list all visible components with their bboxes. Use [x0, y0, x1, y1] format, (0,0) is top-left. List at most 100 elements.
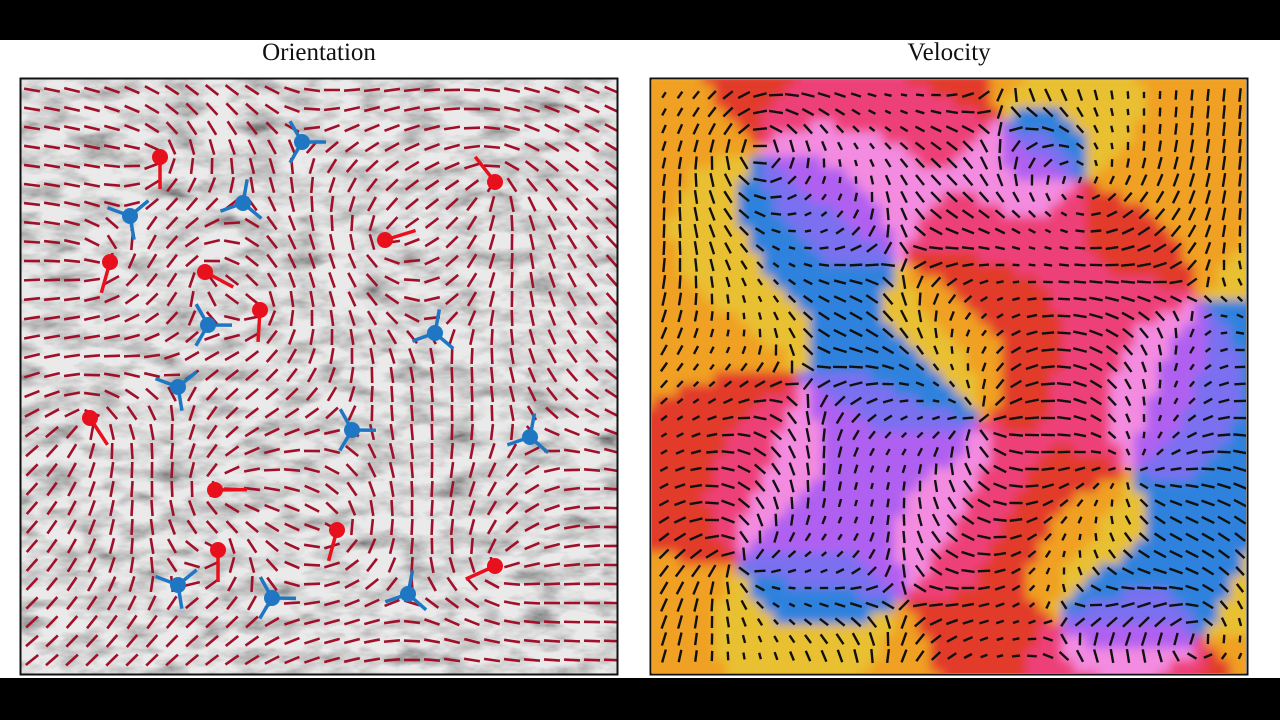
velocity-color-cell: [774, 108, 787, 121]
velocity-color-cell: [918, 384, 931, 397]
velocity-dash: [754, 569, 766, 573]
velocity-color-cell: [930, 204, 943, 217]
director-dash: [63, 105, 81, 113]
velocity-color-cell: [1086, 504, 1099, 517]
velocity-dash: [741, 617, 747, 627]
velocity-dash: [902, 514, 906, 526]
velocity-color-cell: [1050, 588, 1063, 601]
velocity-dash: [788, 278, 796, 286]
velocity-color-cell: [1014, 252, 1027, 265]
velocity-color-cell: [1026, 204, 1039, 217]
director-dash: [483, 657, 501, 663]
velocity-dash: [1107, 192, 1117, 202]
velocity-color-cell: [1218, 132, 1231, 145]
velocity-color-cell: [942, 504, 955, 517]
director-dash: [443, 107, 461, 111]
director-dash: [66, 595, 78, 611]
velocity-color-cell: [906, 408, 919, 421]
velocity-dash: [1091, 566, 1101, 576]
velocity-dash: [805, 462, 811, 476]
velocity-dash: [853, 464, 859, 474]
plus-defect: [377, 232, 393, 248]
director-dash: [185, 330, 199, 344]
velocity-dash: [963, 652, 973, 660]
velocity-dash: [803, 278, 813, 286]
velocity-color-cell: [1194, 516, 1207, 529]
velocity-color-cell: [666, 588, 679, 601]
director-dash: [206, 462, 218, 478]
velocity-dash: [1078, 550, 1082, 558]
director-dash: [503, 105, 521, 113]
velocity-color-cell: [846, 540, 859, 553]
velocity-color-cell: [894, 180, 907, 193]
velocity-dash: [962, 416, 974, 420]
velocity-dash: [1042, 636, 1054, 642]
velocity-color-cell: [858, 516, 871, 529]
director-dash: [585, 329, 599, 345]
velocity-color-cell: [714, 504, 727, 517]
velocity-color-cell: [870, 336, 883, 349]
velocity-dash: [1236, 295, 1244, 303]
velocity-color-cell: [1206, 420, 1219, 433]
velocity-color-cell: [810, 636, 823, 649]
velocity-color-cell: [894, 132, 907, 145]
velocity-color-cell: [714, 660, 727, 673]
velocity-dash: [933, 446, 939, 458]
velocity-color-cell: [652, 288, 655, 301]
velocity-color-cell: [652, 108, 655, 121]
velocity-color-cell: [666, 612, 679, 625]
velocity-color-cell: [1050, 228, 1063, 241]
velocity-dash: [882, 327, 894, 339]
director-dash: [388, 461, 396, 479]
velocity-color-cell: [666, 96, 679, 109]
velocity-dash: [1139, 498, 1149, 508]
velocity-dash: [1136, 262, 1152, 268]
director-dash: [586, 291, 598, 307]
velocity-dash: [661, 173, 667, 187]
velocity-color-cell: [1050, 336, 1063, 349]
director-dash: [245, 273, 259, 287]
velocity-color-cell: [1158, 624, 1171, 637]
velocity-color-cell: [762, 252, 775, 265]
director-dash: [488, 195, 496, 213]
director-dash: [144, 103, 160, 115]
velocity-dash: [850, 616, 862, 628]
velocity-color-cell: [652, 528, 655, 541]
velocity-color-cell: [1218, 660, 1231, 673]
velocity-color-cell: [846, 372, 859, 385]
velocity-color-cell: [1050, 444, 1063, 457]
velocity-color-cell: [954, 528, 967, 541]
velocity-dash: [788, 246, 796, 250]
director-dash: [43, 259, 61, 263]
director-dash: [46, 557, 58, 573]
velocity-color-cell: [1146, 660, 1159, 673]
velocity-dash: [950, 346, 954, 354]
velocity-color-cell: [810, 180, 823, 193]
velocity-dash: [963, 294, 973, 304]
director-dash: [404, 160, 420, 172]
velocity-dash: [1142, 396, 1146, 406]
velocity-color-cell: [666, 600, 679, 613]
director-dash: [367, 443, 377, 459]
velocity-dash: [981, 378, 987, 390]
director-dash: [583, 467, 601, 473]
velocity-color-cell: [870, 624, 883, 637]
velocity-color-cell: [702, 444, 715, 457]
velocity-color-cell: [978, 372, 991, 385]
velocity-color-cell: [1242, 504, 1246, 517]
velocity-dash: [853, 649, 859, 663]
velocity-dash: [1235, 583, 1245, 593]
velocity-dash: [977, 516, 991, 524]
velocity-dash: [1217, 450, 1231, 454]
director-dash: [23, 144, 41, 150]
velocity-color-cell: [1098, 324, 1111, 337]
velocity-color-cell: [810, 504, 823, 517]
director-dash: [304, 484, 320, 494]
velocity-color-cell: [1194, 264, 1207, 277]
velocity-dash: [867, 413, 877, 423]
velocity-dash: [930, 125, 942, 133]
velocity-dash: [1027, 654, 1037, 658]
velocity-color-cell: [714, 336, 727, 349]
velocity-color-cell: [774, 276, 787, 289]
velocity-dash: [725, 616, 731, 628]
